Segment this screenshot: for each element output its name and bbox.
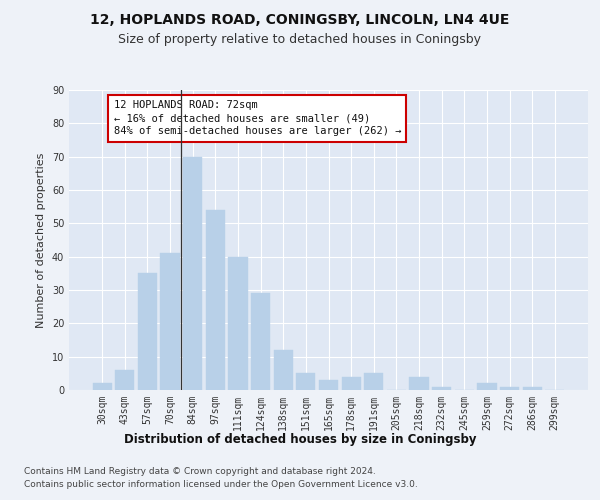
Y-axis label: Number of detached properties: Number of detached properties [36, 152, 46, 328]
Bar [274, 350, 293, 390]
Bar [160, 254, 180, 390]
Text: 12 HOPLANDS ROAD: 72sqm
← 16% of detached houses are smaller (49)
84% of semi-de: 12 HOPLANDS ROAD: 72sqm ← 16% of detache… [113, 100, 401, 136]
Bar [138, 274, 157, 390]
Bar [251, 294, 270, 390]
Bar [432, 386, 451, 390]
Text: Contains public sector information licensed under the Open Government Licence v3: Contains public sector information licen… [24, 480, 418, 489]
Bar [500, 386, 519, 390]
Bar [409, 376, 428, 390]
Bar [206, 210, 225, 390]
Text: Size of property relative to detached houses in Coningsby: Size of property relative to detached ho… [119, 32, 482, 46]
Bar [319, 380, 338, 390]
Bar [92, 384, 112, 390]
Bar [183, 156, 202, 390]
Text: Contains HM Land Registry data © Crown copyright and database right 2024.: Contains HM Land Registry data © Crown c… [24, 468, 376, 476]
Bar [229, 256, 248, 390]
Bar [364, 374, 383, 390]
Bar [296, 374, 316, 390]
Bar [341, 376, 361, 390]
Bar [523, 386, 542, 390]
Bar [115, 370, 134, 390]
Bar [477, 384, 497, 390]
Text: 12, HOPLANDS ROAD, CONINGSBY, LINCOLN, LN4 4UE: 12, HOPLANDS ROAD, CONINGSBY, LINCOLN, L… [91, 12, 509, 26]
Text: Distribution of detached houses by size in Coningsby: Distribution of detached houses by size … [124, 432, 476, 446]
